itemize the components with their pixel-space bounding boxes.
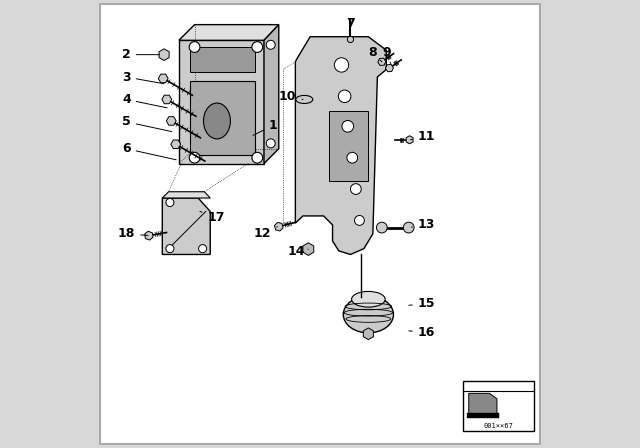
Ellipse shape [351, 291, 385, 307]
Text: 7: 7 [346, 17, 355, 37]
Circle shape [266, 139, 275, 148]
Polygon shape [467, 413, 499, 418]
Circle shape [198, 245, 207, 253]
Circle shape [252, 152, 262, 163]
Circle shape [351, 184, 361, 194]
Text: 2: 2 [122, 48, 159, 61]
Text: 17: 17 [200, 211, 225, 224]
Text: 15: 15 [409, 297, 435, 310]
Polygon shape [264, 25, 279, 164]
Text: 5: 5 [122, 115, 172, 132]
FancyBboxPatch shape [463, 381, 534, 431]
Circle shape [347, 152, 358, 163]
Circle shape [189, 42, 200, 52]
Polygon shape [296, 37, 387, 254]
Circle shape [355, 215, 364, 225]
Text: 001××67: 001××67 [484, 422, 514, 429]
Circle shape [339, 90, 351, 103]
Polygon shape [179, 40, 264, 164]
Polygon shape [163, 192, 210, 198]
Text: 18: 18 [118, 227, 148, 241]
Circle shape [189, 152, 200, 163]
Circle shape [166, 245, 174, 253]
Text: 3: 3 [122, 70, 164, 84]
Ellipse shape [204, 103, 230, 139]
Polygon shape [163, 198, 210, 254]
Text: 11: 11 [410, 130, 435, 143]
Text: 1: 1 [253, 119, 277, 135]
FancyBboxPatch shape [100, 4, 540, 444]
Circle shape [403, 222, 414, 233]
FancyBboxPatch shape [329, 111, 369, 181]
Circle shape [266, 40, 275, 49]
Text: 4: 4 [122, 93, 167, 108]
Polygon shape [468, 393, 497, 414]
FancyBboxPatch shape [190, 47, 255, 72]
Text: 8: 8 [369, 46, 382, 62]
Circle shape [166, 198, 174, 207]
Ellipse shape [343, 296, 394, 333]
Circle shape [348, 36, 354, 43]
Text: 12: 12 [254, 227, 278, 241]
Text: 13: 13 [412, 218, 435, 232]
Polygon shape [179, 25, 279, 40]
Text: 6: 6 [122, 142, 176, 160]
Polygon shape [190, 81, 255, 155]
Circle shape [334, 58, 349, 72]
Circle shape [252, 42, 262, 52]
Text: 10: 10 [279, 90, 303, 103]
Text: 14: 14 [288, 245, 308, 258]
Text: 16: 16 [409, 326, 435, 339]
Circle shape [342, 121, 354, 132]
Ellipse shape [296, 95, 313, 103]
Text: 9: 9 [382, 46, 391, 64]
Circle shape [376, 222, 387, 233]
